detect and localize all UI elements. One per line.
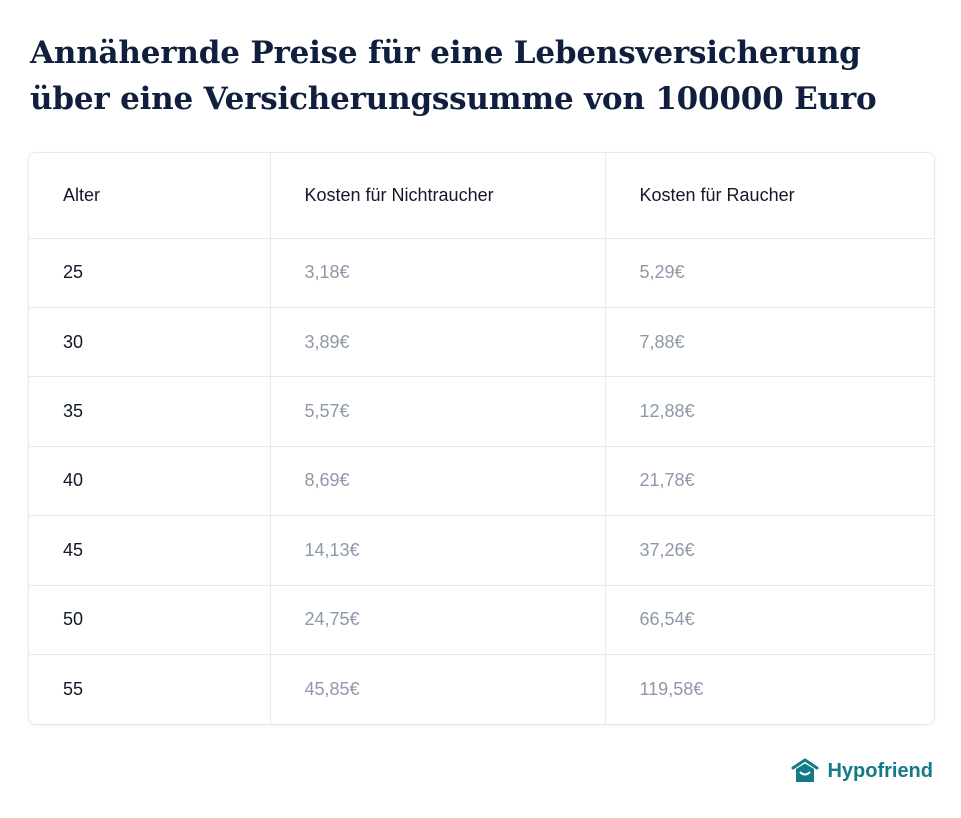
table-row: 45 14,13€ 37,26€ [29,515,934,586]
cell-age: 25 [29,238,270,308]
table-row: 30 3,89€ 7,88€ [29,307,934,378]
header-non-smoker: Kosten für Nichtraucher [269,153,605,239]
cell-smoker-price: 37,26€ [604,515,934,586]
cell-non-smoker-price: 3,18€ [269,238,605,308]
cell-age: 55 [63,679,84,700]
table-header-row: Alter Kosten für Nichtraucher Kosten für… [29,153,934,239]
price-table-card: Alter Kosten für Nichtraucher Kosten für… [28,152,935,725]
cell-age: 50 [29,585,270,656]
cell-smoker-price: 21,78€ [604,446,934,517]
cell-smoker-price: 5,29€ [604,238,934,308]
cell-non-smoker-price: 5,57€ [269,376,605,447]
header-smoker: Kosten für Raucher [604,153,934,239]
cell-non-smoker-price: 24,75€ [269,585,605,656]
house-logo-icon [791,758,819,782]
cell-non-smoker-price: 45,85€ [269,654,605,724]
cell-smoker-price: 66,54€ [604,585,934,656]
brand-name: Hypofriend [827,759,933,782]
page-title: Annähernde Preise für eine Lebensversich… [30,35,877,117]
header-age: Alter [29,153,270,239]
cell-age: 30 [29,307,270,378]
table-row: 50 24,75€ 66,54€ [29,585,934,656]
table-row: 25 3,18€ 5,29€ [29,238,934,308]
cell-non-smoker-price: 14,13€ [269,515,605,586]
cell-smoker-price: 7,88€ [604,307,934,378]
table-row: 55 45,85€ 119,58€ [29,654,934,724]
cell-non-smoker-price: 8,69€ [269,446,605,517]
cell-age: 45 [29,515,270,586]
cell-age: 35 [29,376,270,447]
cell-smoker-price: 119,58€ [604,654,934,724]
price-table: Alter Kosten für Nichtraucher Kosten für… [29,153,934,724]
table-row: 40 8,69€ 21,78€ [29,446,934,517]
brand-logo: Hypofriend [791,757,933,785]
cell-smoker-price: 12,88€ [604,376,934,447]
cell-non-smoker-price: 3,89€ [269,307,605,378]
cell-age: 40 [29,446,270,517]
table-row: 35 5,57€ 12,88€ [29,376,934,447]
